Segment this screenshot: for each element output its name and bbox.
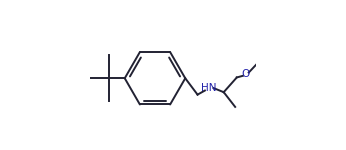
Text: HN: HN: [201, 83, 217, 93]
Text: O: O: [242, 69, 250, 79]
